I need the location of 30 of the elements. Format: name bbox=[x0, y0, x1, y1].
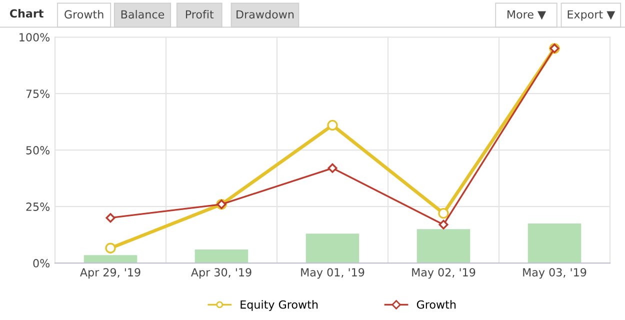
text: Export ▼ bbox=[568, 10, 616, 21]
bar bbox=[84, 255, 138, 264]
point bbox=[328, 163, 338, 173]
bar bbox=[528, 224, 582, 264]
x-tick-label: Apr 30, '19 bbox=[191, 268, 252, 279]
text: Balance bbox=[121, 10, 164, 19]
y-tick-label: 25% bbox=[26, 202, 50, 211]
x-tick-label: May 02, '19 bbox=[412, 268, 476, 279]
point bbox=[438, 220, 448, 230]
point bbox=[438, 208, 449, 219]
x-tick-label: May 03, '19 bbox=[523, 268, 586, 279]
bar bbox=[306, 234, 360, 264]
text: Profit bbox=[186, 10, 214, 19]
text: More ▼ bbox=[508, 10, 546, 20]
x-tick-label: May 01, '19 bbox=[301, 268, 364, 279]
point bbox=[106, 213, 116, 223]
bar bbox=[416, 229, 470, 264]
bar bbox=[194, 249, 248, 264]
y-tick-label: 100% bbox=[20, 33, 50, 42]
y-tick-label: 75% bbox=[26, 90, 50, 98]
x-tick-label: Apr 29, '19 bbox=[80, 268, 140, 279]
point bbox=[327, 120, 338, 131]
y-tick-label: 0% bbox=[33, 259, 50, 268]
text: Drawdown bbox=[236, 10, 294, 19]
y-tick-label: 50% bbox=[26, 146, 50, 154]
point bbox=[105, 242, 116, 254]
text: Chart bbox=[10, 9, 44, 18]
text: Growth bbox=[64, 10, 104, 19]
legend-label: Equity Growth bbox=[240, 300, 318, 311]
legend-label: Growth bbox=[416, 300, 456, 309]
